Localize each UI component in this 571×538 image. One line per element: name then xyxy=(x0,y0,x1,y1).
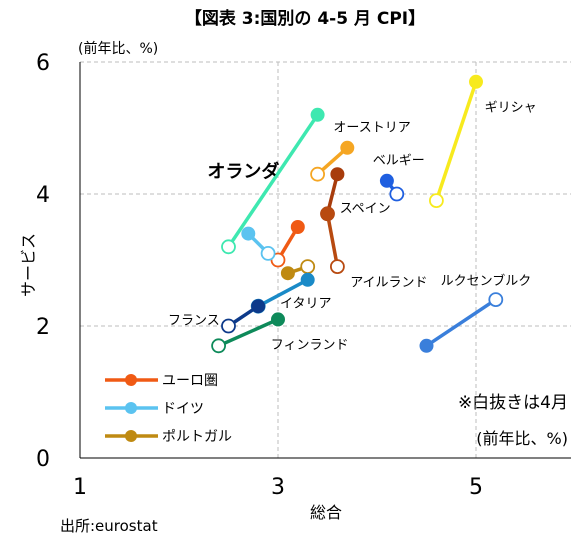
april-point-9 xyxy=(488,292,504,308)
april-point-6 xyxy=(389,186,405,202)
point-label-3: ベルギー xyxy=(373,153,425,168)
april-point-1 xyxy=(260,245,276,261)
series-2 xyxy=(280,259,316,281)
y-tick-label-1: 2 xyxy=(36,315,50,340)
point-label-5: アイルランド xyxy=(350,275,427,290)
april-point-4 xyxy=(310,166,326,182)
legend-marker-2 xyxy=(125,430,137,442)
point-label-0: オランダ xyxy=(207,161,279,183)
y-unit-label: (前年比、%) xyxy=(78,40,158,57)
series-line-3 xyxy=(227,113,320,248)
x-axis-title: 総合 xyxy=(310,503,342,522)
legend-marker-1 xyxy=(125,402,137,414)
legend-label-1: ドイツ xyxy=(162,401,204,417)
series-0 xyxy=(270,220,305,268)
may-point-7 xyxy=(330,167,345,182)
y-axis-title: サービス xyxy=(19,233,38,297)
y-tick-label-3: 6 xyxy=(36,51,50,76)
series-line-8 xyxy=(325,213,340,267)
series-12 xyxy=(211,312,285,354)
series-11 xyxy=(221,299,266,334)
point-label-9: フィンランド xyxy=(271,338,349,353)
may-point-9 xyxy=(419,338,434,353)
point-label-4: スペイン xyxy=(340,201,391,216)
april-point-0 xyxy=(270,252,286,268)
april-point-2 xyxy=(300,259,316,275)
point-label-1: オーストリア xyxy=(333,120,410,135)
point-label-7: イタリア xyxy=(280,297,331,312)
legend-label-2: ポルトガル xyxy=(162,429,232,445)
april-point-5 xyxy=(428,193,444,209)
april-point-11 xyxy=(221,318,236,334)
x-tick-label-1: 3 xyxy=(271,475,285,500)
may-point-6 xyxy=(379,173,394,188)
april-point-3 xyxy=(221,239,236,255)
axes xyxy=(79,62,571,459)
may-point-4 xyxy=(340,140,355,155)
series-line-10 xyxy=(257,278,309,308)
x-tick-label-0: 1 xyxy=(73,475,87,500)
series-3 xyxy=(221,107,325,255)
series-line-9 xyxy=(425,298,497,348)
tick-labels: 1 3 5 0 2 4 6 xyxy=(36,51,483,500)
source-note: 出所:eurostat xyxy=(60,517,158,535)
series-1 xyxy=(241,226,276,261)
may-point-5 xyxy=(469,74,483,89)
series-group xyxy=(211,74,504,354)
series-5 xyxy=(428,74,483,209)
y-tick-label-0: 0 xyxy=(36,447,50,472)
may-point-8 xyxy=(320,206,335,221)
point-label-2: ギリシャ xyxy=(485,101,537,116)
may-point-1 xyxy=(241,226,256,241)
series-4 xyxy=(310,140,355,182)
point-label-6: ルクセンブルク xyxy=(441,273,532,289)
legend-label-0: ユーロ圏 xyxy=(162,373,218,389)
point-label-8: フランス xyxy=(168,314,220,329)
series-8 xyxy=(320,206,345,275)
may-point-11 xyxy=(251,299,266,314)
note-line-1: ※白抜きは4月 xyxy=(458,393,568,413)
april-point-8 xyxy=(329,259,345,275)
may-point-2 xyxy=(280,266,295,281)
y-tick-label-2: 4 xyxy=(36,183,50,208)
may-point-0 xyxy=(290,220,305,234)
may-point-12 xyxy=(271,312,285,327)
april-point-12 xyxy=(211,338,227,354)
may-point-3 xyxy=(310,107,325,122)
series-9 xyxy=(419,292,504,353)
series-6 xyxy=(379,173,405,202)
legend-marker-0 xyxy=(125,374,137,386)
series-line-5 xyxy=(434,81,478,202)
note-line-2: (前年比、%) xyxy=(476,429,568,448)
x-tick-label-2: 5 xyxy=(469,475,483,500)
may-point-10 xyxy=(300,272,315,287)
series-line-12 xyxy=(217,317,279,348)
chart-title: 【図表 3:国別の 4-5 月 CPI】 xyxy=(185,8,425,29)
